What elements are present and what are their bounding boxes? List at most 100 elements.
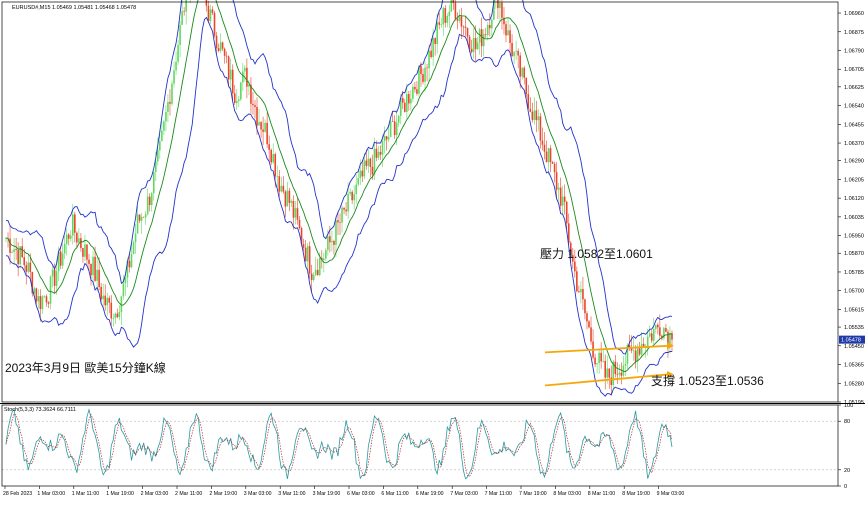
x-tick-label: 8 Mar 19:00 xyxy=(622,491,650,497)
candle-body xyxy=(74,214,76,233)
candle-body xyxy=(51,269,54,277)
candle-body xyxy=(260,122,262,130)
candle-body xyxy=(385,136,388,140)
candle-body xyxy=(602,360,604,362)
candle-body xyxy=(655,324,657,329)
candle-body xyxy=(108,297,111,303)
candle-body xyxy=(484,34,487,35)
candle-body xyxy=(282,185,285,192)
candle-body xyxy=(478,29,481,43)
candle-body xyxy=(84,244,86,257)
candle-body xyxy=(165,111,167,122)
x-tick-label: 7 Mar 03:00 xyxy=(450,491,478,497)
candle-body xyxy=(501,2,503,18)
candle-body xyxy=(31,271,34,294)
support-arrow xyxy=(544,373,669,387)
candle-body xyxy=(320,257,323,261)
candle-body xyxy=(337,220,339,223)
candle-body xyxy=(576,271,578,292)
candle-body xyxy=(304,247,307,262)
candle-body xyxy=(395,122,398,136)
candle-body xyxy=(367,158,370,166)
candle-body xyxy=(665,328,667,332)
y-tick-label: 1.05615 xyxy=(844,307,864,313)
candle-body xyxy=(440,24,443,26)
candle-body xyxy=(444,8,447,23)
support-annotation: 支撐 1.0523至1.0536 xyxy=(651,374,764,388)
x-tick-label: 2 Mar 03:00 xyxy=(141,491,169,497)
candle-body xyxy=(369,158,372,167)
candle-body xyxy=(588,321,590,328)
candle-body xyxy=(310,273,313,280)
stoch-main-line xyxy=(5,408,673,480)
current-price-label: 1.05478 xyxy=(841,338,861,344)
candle-body xyxy=(292,200,295,218)
candle-body xyxy=(393,121,396,136)
stoch-tick-label: 20 xyxy=(844,468,850,474)
candle-body xyxy=(69,235,72,239)
candle-body xyxy=(580,288,582,293)
candle-body xyxy=(454,2,457,19)
candle-body xyxy=(497,0,499,9)
candle-body xyxy=(379,151,382,155)
candle-body xyxy=(207,5,210,21)
candle-body xyxy=(493,0,495,20)
candle-body xyxy=(215,35,218,49)
candle-body xyxy=(345,209,347,212)
candle-body xyxy=(606,368,609,378)
candle-body xyxy=(100,286,102,300)
candle-body xyxy=(531,111,534,120)
candle-body xyxy=(652,328,655,341)
candle-body xyxy=(470,48,473,53)
y-tick-label: 1.06370 xyxy=(844,141,864,147)
candle-body xyxy=(452,0,455,3)
candle-body xyxy=(545,151,548,163)
candle-body xyxy=(323,258,325,261)
candle-body xyxy=(355,184,358,195)
candle-body xyxy=(608,368,611,378)
candle-body xyxy=(590,327,592,342)
candle-body xyxy=(124,277,127,284)
candle-body xyxy=(213,12,216,36)
candle-body xyxy=(134,233,137,243)
candle-body xyxy=(161,130,163,142)
candle-body xyxy=(61,253,64,266)
candle-body xyxy=(17,249,19,265)
candle-body xyxy=(177,44,179,62)
candle-body xyxy=(329,236,331,243)
candle-body xyxy=(399,98,402,116)
candle-body xyxy=(235,101,238,103)
candle-body xyxy=(53,269,56,286)
y-tick-label: 1.06960 xyxy=(844,11,864,17)
candle-body xyxy=(266,122,268,145)
candle-body xyxy=(252,103,254,106)
candle-body xyxy=(489,24,491,29)
candle-body xyxy=(667,331,669,347)
candle-body xyxy=(49,276,52,304)
candle-body xyxy=(41,296,44,310)
candle-body xyxy=(371,166,374,175)
y-tick-label: 1.06625 xyxy=(844,85,864,91)
candle-body xyxy=(525,77,528,95)
candle-body xyxy=(547,148,550,163)
candle-body xyxy=(365,160,368,166)
candle-body xyxy=(551,162,554,164)
candle-body xyxy=(446,16,449,23)
candle-body xyxy=(472,38,475,53)
candle-body xyxy=(503,17,505,25)
candle-body xyxy=(88,259,90,264)
candle-body xyxy=(567,223,570,243)
candle-body xyxy=(104,295,106,306)
candle-body xyxy=(78,238,80,243)
candle-body xyxy=(517,50,519,56)
stochastic-panel xyxy=(2,408,838,480)
candle-body xyxy=(183,11,185,12)
candle-body xyxy=(82,248,84,257)
candle-body xyxy=(436,22,438,44)
candle-body xyxy=(67,234,70,239)
candle-body xyxy=(561,196,564,206)
candle-body xyxy=(209,9,212,21)
candle-body xyxy=(122,283,125,297)
candle-body xyxy=(298,219,301,229)
candle-body xyxy=(327,236,329,251)
